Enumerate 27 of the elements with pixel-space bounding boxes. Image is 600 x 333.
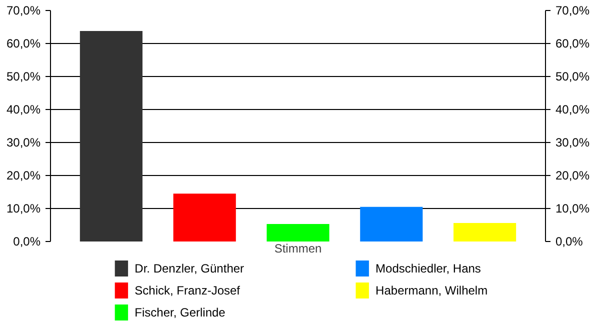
y2-tick-label: 60,0% bbox=[556, 36, 590, 50]
y-tick-label: 30,0% bbox=[6, 136, 41, 150]
legend-label: Fischer, Gerlinde bbox=[134, 306, 226, 320]
y2-tick-label: 70,0% bbox=[556, 4, 590, 18]
y-tick-label: 50,0% bbox=[6, 70, 41, 84]
y2-tick-label: 10,0% bbox=[556, 202, 590, 216]
bar bbox=[454, 223, 516, 242]
y2-tick-label: 20,0% bbox=[556, 168, 590, 182]
y-tick-label: 60,0% bbox=[6, 36, 41, 50]
legend-label: Schick, Franz-Josef bbox=[134, 284, 241, 298]
bar bbox=[80, 30, 142, 242]
y-tick-label: 10,0% bbox=[6, 202, 41, 216]
y2-tick-label: 50,0% bbox=[556, 70, 590, 84]
y2-tick-label: 40,0% bbox=[556, 102, 590, 116]
legend-label: Modschiedler, Hans bbox=[376, 262, 481, 276]
bar bbox=[266, 224, 330, 242]
y-tick-label: 0,0% bbox=[13, 234, 41, 248]
legend-label: Dr. Denzler, Günther bbox=[134, 262, 244, 276]
legend-label: Habermann, Wilhelm bbox=[376, 284, 488, 298]
y-tick-label: 20,0% bbox=[6, 168, 41, 182]
y2-tick-label: 30,0% bbox=[556, 136, 590, 150]
bar bbox=[360, 206, 423, 242]
y-tick-label: 40,0% bbox=[6, 102, 41, 116]
y-tick-label: 70,0% bbox=[6, 4, 41, 18]
y2-tick-label: 0,0% bbox=[556, 234, 584, 248]
x-axis-title: Stimmen bbox=[274, 242, 322, 256]
bar bbox=[173, 194, 236, 242]
